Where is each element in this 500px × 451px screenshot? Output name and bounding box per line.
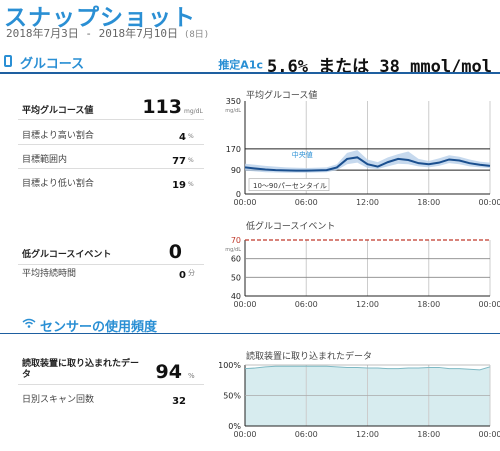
stat-unit-below: %: [188, 181, 194, 188]
stat-row-above: 目標より高い割合 4 %: [18, 122, 204, 145]
stat-label-average: 平均グルコース値: [22, 106, 94, 116]
stat-label-low-events: 低グルコースイベント: [22, 250, 112, 260]
stat-value-average: 113: [142, 96, 182, 118]
stat-unit-low-duration: 分: [188, 269, 195, 277]
low-x-tick: 00:00: [233, 300, 256, 309]
data-y-tick: 100%: [218, 361, 241, 370]
low-x-tick: 06:00: [295, 300, 318, 309]
avg-percentile-band: [245, 150, 490, 173]
a1c-label: 推定A1c: [218, 58, 263, 72]
data-y-tick: 50%: [223, 392, 241, 401]
wifi-icon: [22, 318, 36, 328]
average-glucose-chart: 00:00 06:00 12:00 18:00 00:00 350 170 90 0 mg/dL 中…: [225, 97, 500, 207]
avg-y-tick: 170: [226, 145, 241, 154]
data-x-tick: 18:00: [417, 430, 440, 439]
phone-icon: [4, 55, 12, 67]
low-x-tick: 00:00: [478, 300, 500, 309]
stat-label-daily-scans: 日別スキャン回数: [22, 395, 95, 405]
data-x-tick: 06:00: [295, 430, 318, 439]
avg-x-tick: 12:00: [356, 198, 379, 207]
stat-value-low-events: 0: [168, 241, 182, 263]
stat-unit-data-captured: %: [188, 372, 195, 380]
data-y-tick: 0%: [228, 422, 241, 431]
day-count: (8日): [183, 30, 210, 40]
a1c-value: 5.6% または 38 mmol/mol: [267, 57, 492, 77]
avg-y-tick: 0: [236, 190, 241, 199]
low-y-tick: 50: [231, 273, 241, 282]
avg-y-unit: mg/dL: [225, 108, 241, 114]
avg-x-tick: 06:00: [295, 198, 318, 207]
stat-row-below: 目標より低い割合 19 %: [18, 170, 204, 192]
low-y-tick: 60: [231, 255, 241, 264]
stat-row-low-events: 低グルコースイベント 0: [18, 232, 204, 265]
low-x-tick: 12:00: [356, 300, 379, 309]
date-range: 2018年7月3日 - 2018年7月10日 (8日): [6, 25, 209, 41]
stat-value-in-range: 77: [172, 156, 186, 167]
chart-low-title: 低グルコースイベント: [246, 222, 336, 232]
stat-row-in-range: 目標範囲内 77 %: [18, 146, 204, 169]
avg-median-line: [244, 156, 491, 172]
sensor-section-title: センサーの使用頻度: [40, 320, 158, 335]
stat-row-daily-scans: 日別スキャン回数 32: [18, 388, 204, 408]
stat-label-below: 目標より低い割合: [22, 179, 94, 189]
stat-unit-in-range: %: [188, 157, 194, 164]
stat-unit-above: %: [188, 133, 194, 140]
avg-y-tick: 350: [226, 97, 241, 106]
data-captured-chart: 00:00 06:00 12:00 18:00 00:00 100% 50% 0%: [218, 361, 500, 439]
chart-data-title: 読取装置に取り込まれたデータ: [246, 352, 373, 362]
low-y-tick: 70: [231, 236, 241, 245]
avg-x-tick: 00:00: [233, 198, 256, 207]
stat-value-above: 4: [179, 132, 186, 143]
low-y-unit: mg/dL: [225, 247, 241, 253]
stat-row-low-duration: 平均持続時間 0 分: [18, 262, 204, 282]
avg-y-tick: 90: [231, 166, 241, 175]
sensor-section-rule: [0, 333, 500, 334]
data-area-line: [244, 365, 491, 371]
low-x-tick: 18:00: [417, 300, 440, 309]
avg-x-tick: 18:00: [417, 198, 440, 207]
stat-label-low-duration: 平均持続時間: [22, 269, 77, 279]
data-x-tick: 00:00: [478, 430, 500, 439]
stat-value-data-captured: 94: [155, 361, 182, 383]
data-x-tick: 00:00: [233, 430, 256, 439]
avg-band-label: 10～90パーセンタイル: [253, 181, 327, 190]
stat-label-in-range: 目標範囲内: [22, 155, 68, 165]
low-events-chart: 00:00 06:00 12:00 18:00 00:00 70 60 50 40 mg/dL: [225, 236, 500, 309]
avg-x-tick: 00:00: [478, 198, 500, 207]
data-x-tick: 12:00: [356, 430, 379, 439]
page-title: スナップショット: [4, 5, 196, 31]
avg-band-legend-box: [248, 178, 330, 192]
stat-row-data-captured: 読取装置に取り込まれたデータ 94 %: [18, 359, 204, 385]
avg-median-label: 中央値: [292, 150, 313, 159]
stat-value-below: 19: [172, 180, 186, 191]
glucose-section-title: グルコース: [20, 57, 85, 72]
stat-label-data-captured: 読取装置に取り込まれたデータ: [22, 359, 140, 380]
stat-row-average: 平均グルコース値 113 mg/dL: [18, 96, 204, 120]
chart-average-title: 平均グルコース値: [246, 91, 318, 101]
stat-value-daily-scans: 32: [172, 396, 186, 407]
stat-label-above: 目標より高い割合: [22, 131, 94, 141]
glucose-section-rule: [0, 72, 500, 74]
stat-value-low-duration: 0: [179, 270, 186, 281]
low-y-tick: 40: [231, 292, 241, 301]
stat-unit-average: mg/dL: [184, 108, 203, 115]
date-range-text: 2018年7月3日 - 2018年7月10日: [6, 27, 178, 40]
